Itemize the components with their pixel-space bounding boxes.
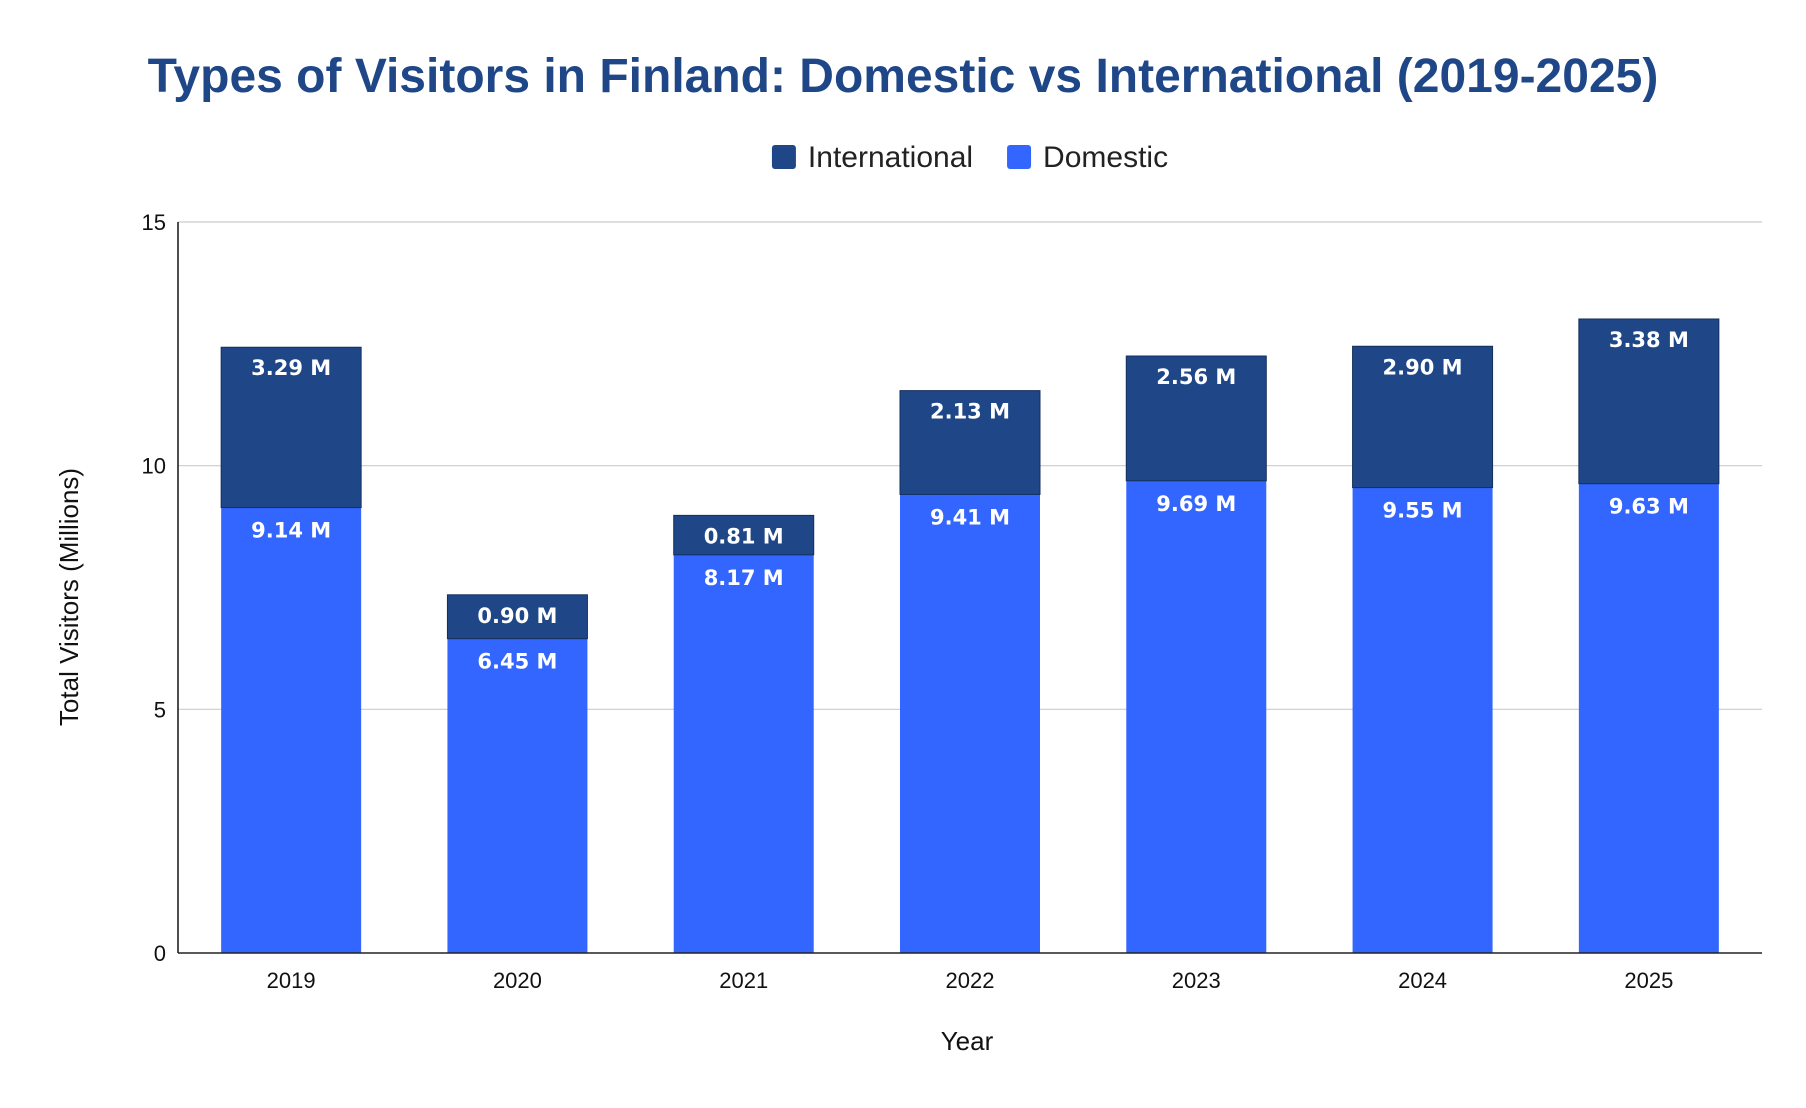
bar-international-2024 <box>1352 345 1494 489</box>
data-label-domestic-2019: 9.14 M <box>251 519 331 543</box>
bar-group-2020: 6.45 M 0.90 M <box>446 594 588 953</box>
data-label-international-2022: 2.13 M <box>930 400 1010 424</box>
legend-label-domestic: Domestic <box>1043 141 1168 174</box>
bar-group-2024: 9.55 M 2.90 M <box>1352 345 1494 953</box>
x-tick-label: 2021 <box>719 968 768 993</box>
data-label-international-2024: 2.90 M <box>1383 355 1463 379</box>
bars: 9.14 M 3.29 M 6.45 M 0.90 M 8.17 M 0.81 M 9.41… <box>220 318 1720 953</box>
y-tick-label: 10 <box>142 454 166 479</box>
bar-group-2023: 9.69 M 2.56 M <box>1125 355 1267 953</box>
legend: International Domestic <box>771 141 1168 174</box>
legend-swatch-international <box>771 145 796 169</box>
bar-international-2023 <box>1125 355 1267 482</box>
bar-domestic-2019 <box>221 507 362 953</box>
data-label-domestic-2024: 9.55 M <box>1383 499 1463 523</box>
bar-domestic-2024 <box>1352 487 1493 953</box>
data-label-international-2019: 3.29 M <box>251 356 331 380</box>
y-tick-label: 0 <box>154 941 166 966</box>
x-tick-label: 2022 <box>946 968 995 993</box>
x-tick-label: 2020 <box>493 968 542 993</box>
data-label-domestic-2025: 9.63 M <box>1609 495 1689 519</box>
bar-international-2019 <box>220 346 362 509</box>
data-label-domestic-2022: 9.41 M <box>930 505 1010 529</box>
bar-domestic-2021 <box>673 554 814 953</box>
legend-swatch-domestic <box>1007 145 1032 169</box>
bar-international-2025 <box>1578 318 1720 485</box>
y-axis-title: Total Visitors (Millions) <box>54 468 84 726</box>
legend-label-international: International <box>808 141 973 174</box>
y-tick-label: 15 <box>142 210 166 235</box>
x-tick-label: 2024 <box>1398 968 1447 993</box>
data-label-domestic-2021: 8.17 M <box>704 566 784 590</box>
axes: 0 5 10 15 2019 2020 2021 2022 2023 2024 2025 <box>142 210 1762 993</box>
chart-title: Types of Visitors in Finland: Domestic v… <box>148 50 1659 103</box>
bar-domestic-2025 <box>1578 483 1719 953</box>
bar-group-2021: 8.17 M 0.81 M <box>673 514 815 953</box>
x-tick-label: 2025 <box>1624 968 1673 993</box>
bar-domestic-2023 <box>1126 480 1267 953</box>
bar-domestic-2020 <box>447 638 588 953</box>
bar-group-2025: 9.63 M 3.38 M <box>1578 318 1720 953</box>
bar-group-2019: 9.14 M 3.29 M <box>220 346 362 953</box>
data-label-domestic-2020: 6.45 M <box>477 650 557 674</box>
x-axis-title: Year <box>941 1026 994 1056</box>
data-label-international-2021: 0.81 M <box>704 524 784 548</box>
legend-item-international: International <box>771 141 973 174</box>
x-tick-label: 2019 <box>267 968 316 993</box>
bar-domestic-2022 <box>900 494 1040 953</box>
bar-international-2020 <box>446 594 588 640</box>
legend-item-domestic: Domestic <box>1007 141 1168 174</box>
data-label-international-2023: 2.56 M <box>1156 365 1236 389</box>
data-label-international-2020: 0.90 M <box>477 604 557 628</box>
data-label-domestic-2023: 9.69 M <box>1156 492 1236 516</box>
bar-international-2021 <box>673 514 815 556</box>
bar-group-2022: 9.41 M 2.13 M <box>899 390 1041 953</box>
y-tick-label: 5 <box>154 697 166 722</box>
x-tick-label: 2023 <box>1172 968 1221 993</box>
bar-international-2022 <box>899 390 1041 495</box>
data-label-international-2025: 3.38 M <box>1609 328 1689 352</box>
